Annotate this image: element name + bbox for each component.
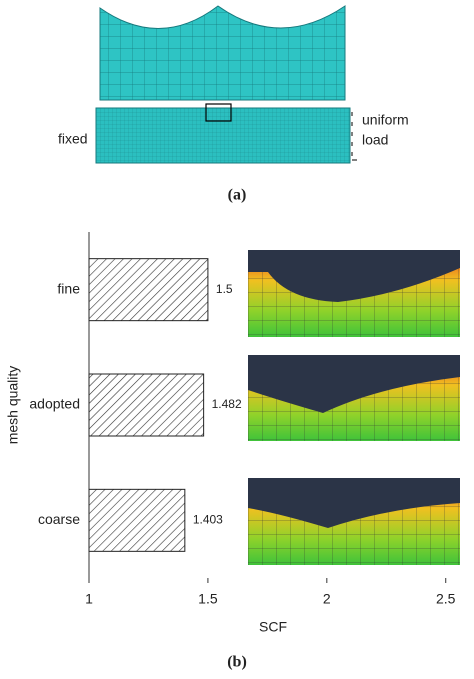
mesh-top [99,5,346,101]
data-label: 1.5 [216,282,233,296]
label-fixed: fixed [58,131,88,147]
caption-a: (a) [228,187,247,204]
data-label: 1.403 [193,513,223,527]
y-tick-label: coarse [38,511,80,527]
mesh-specimen [95,103,357,164]
data-label: 1.482 [212,397,242,411]
y-tick-label: fine [57,280,80,296]
x-tick-label: 2.5 [436,591,456,607]
caption-b: (b) [227,654,247,671]
y-axis-label: mesh quality [5,366,21,445]
contour-insets [248,250,460,565]
label-uniform: uniform [362,112,409,128]
x-tick-label: 1.5 [198,591,218,607]
bar [88,488,186,552]
x-tick-label: 2 [323,591,331,607]
label-load: load [362,132,388,148]
x-axis-label: SCF [259,619,287,635]
bar [88,258,209,322]
bar [88,373,205,437]
x-tick-label: 1 [85,591,93,607]
y-tick-label: adopted [29,396,80,412]
